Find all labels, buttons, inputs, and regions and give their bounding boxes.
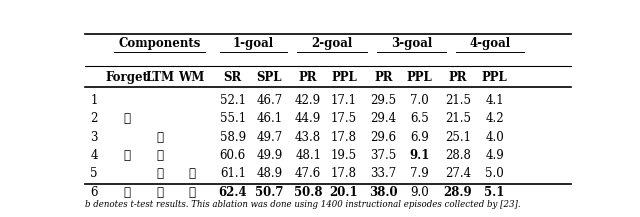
Text: 1: 1: [90, 94, 97, 107]
Text: 29.5: 29.5: [371, 94, 397, 107]
Text: 21.5: 21.5: [445, 112, 471, 125]
Text: 49.7: 49.7: [257, 131, 283, 144]
Text: 38.0: 38.0: [369, 186, 398, 199]
Text: 2: 2: [90, 112, 97, 125]
Text: PR: PR: [449, 71, 467, 84]
Text: 25.1: 25.1: [445, 131, 471, 144]
Text: WM: WM: [179, 71, 205, 84]
Text: 17.8: 17.8: [331, 167, 357, 180]
Text: PR: PR: [299, 71, 317, 84]
Text: 3-goal: 3-goal: [390, 37, 432, 49]
Text: 52.1: 52.1: [220, 94, 246, 107]
Text: 5.0: 5.0: [485, 167, 504, 180]
Text: 21.5: 21.5: [445, 94, 471, 107]
Text: 42.9: 42.9: [295, 94, 321, 107]
Text: 58.9: 58.9: [220, 131, 246, 144]
Text: 29.4: 29.4: [371, 112, 397, 125]
Text: 62.4: 62.4: [218, 186, 247, 199]
Text: 1-goal: 1-goal: [233, 37, 274, 49]
Text: 9.1: 9.1: [409, 149, 429, 162]
Text: 27.4: 27.4: [445, 167, 471, 180]
Text: ✓: ✓: [157, 149, 164, 162]
Text: 50.7: 50.7: [255, 186, 284, 199]
Text: 28.9: 28.9: [444, 186, 472, 199]
Text: 4.9: 4.9: [485, 149, 504, 162]
Text: 17.1: 17.1: [331, 94, 357, 107]
Text: 61.1: 61.1: [220, 167, 246, 180]
Text: ✓: ✓: [124, 112, 131, 125]
Text: 6: 6: [90, 186, 98, 199]
Text: LTM: LTM: [146, 71, 175, 84]
Text: 33.7: 33.7: [371, 167, 397, 180]
Text: 9.0: 9.0: [410, 186, 429, 199]
Text: 3: 3: [90, 131, 98, 144]
Text: 46.7: 46.7: [257, 94, 283, 107]
Text: 20.1: 20.1: [330, 186, 358, 199]
Text: 6.9: 6.9: [410, 131, 429, 144]
Text: 6.5: 6.5: [410, 112, 429, 125]
Text: 37.5: 37.5: [371, 149, 397, 162]
Text: 48.9: 48.9: [257, 167, 282, 180]
Text: 49.9: 49.9: [257, 149, 283, 162]
Text: ✓: ✓: [157, 131, 164, 144]
Text: 17.5: 17.5: [331, 112, 357, 125]
Text: 4: 4: [90, 149, 98, 162]
Text: 2-goal: 2-goal: [311, 37, 353, 49]
Text: PPL: PPL: [482, 71, 508, 84]
Text: 4.2: 4.2: [485, 112, 504, 125]
Text: 44.9: 44.9: [295, 112, 321, 125]
Text: ✓: ✓: [188, 186, 195, 199]
Text: 5.1: 5.1: [484, 186, 505, 199]
Text: 4-goal: 4-goal: [470, 37, 511, 49]
Text: ✓: ✓: [157, 186, 164, 199]
Text: 19.5: 19.5: [331, 149, 357, 162]
Text: 43.8: 43.8: [295, 131, 321, 144]
Text: 50.8: 50.8: [294, 186, 323, 199]
Text: Forget: Forget: [106, 71, 148, 84]
Text: ✓: ✓: [188, 167, 195, 180]
Text: PR: PR: [374, 71, 393, 84]
Text: PPL: PPL: [406, 71, 432, 84]
Text: 7.0: 7.0: [410, 94, 429, 107]
Text: 17.8: 17.8: [331, 131, 357, 144]
Text: 46.1: 46.1: [257, 112, 282, 125]
Text: 4.1: 4.1: [485, 94, 504, 107]
Text: ✓: ✓: [124, 186, 131, 199]
Text: ✓: ✓: [157, 167, 164, 180]
Text: 5: 5: [90, 167, 98, 180]
Text: SPL: SPL: [257, 71, 282, 84]
Text: 4.0: 4.0: [485, 131, 504, 144]
Text: 29.6: 29.6: [371, 131, 397, 144]
Text: ✓: ✓: [124, 149, 131, 162]
Text: b denotes t-test results. This ablation was done using 1400 instructional episod: b denotes t-test results. This ablation …: [85, 200, 520, 209]
Text: 47.6: 47.6: [295, 167, 321, 180]
Text: 60.6: 60.6: [220, 149, 246, 162]
Text: 28.8: 28.8: [445, 149, 471, 162]
Text: 55.1: 55.1: [220, 112, 246, 125]
Text: 48.1: 48.1: [295, 149, 321, 162]
Text: Components: Components: [118, 37, 200, 49]
Text: PPL: PPL: [331, 71, 356, 84]
Text: 7.9: 7.9: [410, 167, 429, 180]
Text: SR: SR: [223, 71, 242, 84]
